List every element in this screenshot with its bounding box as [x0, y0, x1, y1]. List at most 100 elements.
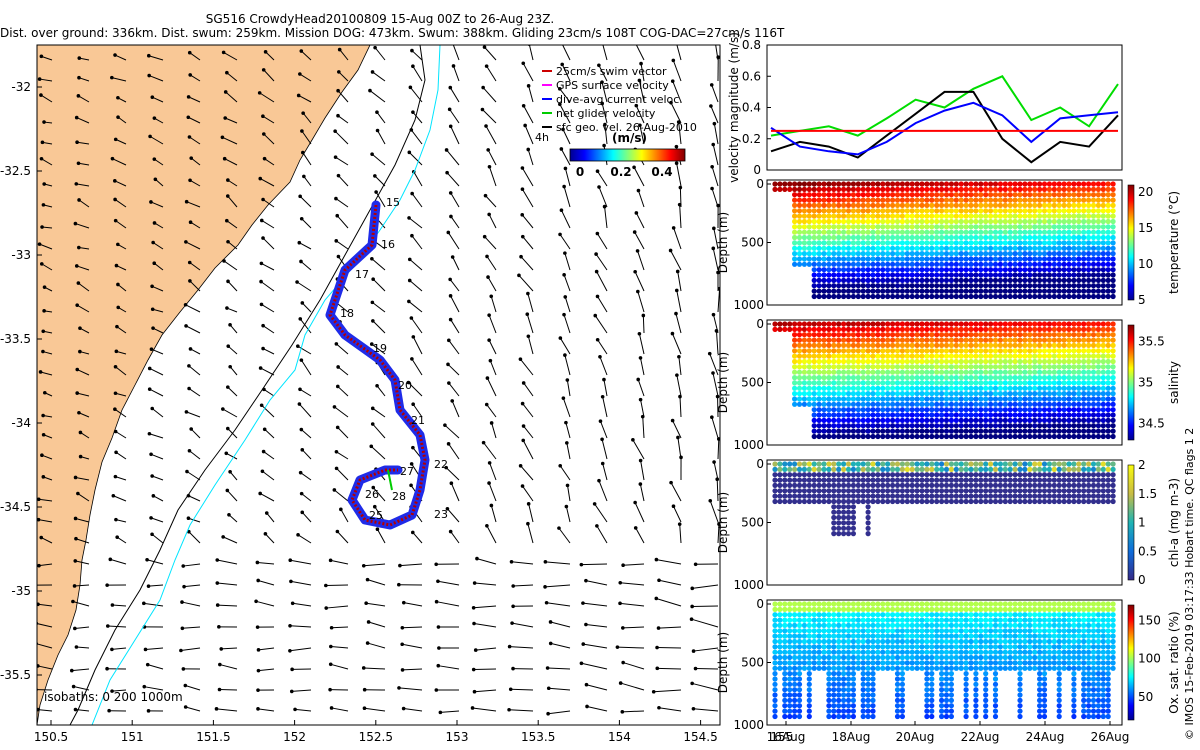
track-day-label: 22 [434, 458, 448, 471]
track-day-label: 21 [411, 414, 425, 427]
legend-extra: 4h [535, 131, 549, 144]
depth-tick-label: 0 [756, 597, 764, 611]
speed-colorbar: (m/s) 0 0.2 0.4 [569, 131, 686, 179]
track-day-label: 26 [365, 488, 379, 501]
map-y-tick-label: -33 [11, 248, 31, 262]
map-x-tick-label: 151.5 [196, 730, 230, 744]
colorbar-tick-label: 2 [1138, 458, 1146, 472]
profile-panel-chl: 0 500 1000 Depth (m) 0 0.5 1 1.5 2 chl-a (mg m-3) [716, 457, 1181, 592]
isobath-200m [69, 45, 426, 725]
velocity-y-tick-label: 0 [753, 163, 761, 177]
map-y-tick-label: -34 [11, 416, 31, 430]
depth-tick-label: 500 [741, 516, 764, 530]
map-x-tick-label: 150.5 [34, 730, 68, 744]
velocity-series-line [770, 101, 1119, 156]
legend-entry: 25cm/s swim vector [556, 65, 667, 78]
profile-dots [772, 181, 1116, 300]
velocity-y-tick-label: 0.6 [742, 69, 761, 83]
depth-tick-label: 500 [741, 656, 764, 670]
colorbar-tick-label: 34.5 [1138, 417, 1165, 431]
legend-entry: dive-avg current veloc. [556, 93, 683, 106]
track-day-label: 15 [386, 196, 400, 209]
map-y-tick-label: -35 [11, 584, 31, 598]
colorbar-tick-label: 150 [1138, 613, 1161, 627]
colorbar-label: salinity [1167, 361, 1181, 404]
velocity-y-tick-label: 0.2 [742, 132, 761, 146]
credit-text: © IMOS 15-Feb-2019 03:17:33 Hobart time.… [1183, 428, 1196, 740]
depth-tick-label: 1000 [733, 438, 764, 452]
legend-entry: sfc geo. vel. 26-Aug-2010 [556, 121, 697, 134]
profile-panel-temp: 0 500 1000 Depth (m) 5 10 15 20 temperature (°C) [716, 177, 1181, 312]
map-panel: 150.5 151 151.5 152 152.5 153 153.5 154 154.5 155… [0, 44, 793, 744]
colorbar-tick-label: 35.5 [1138, 334, 1165, 348]
colorbar-tick-label: 0.4 [651, 165, 672, 179]
map-x-tick-label: 154.5 [683, 730, 717, 744]
colorbar-tick-label: 1 [1138, 516, 1146, 530]
time-x-tick-label: 26Aug [1091, 730, 1130, 744]
colorbar-tick-label: 100 [1138, 652, 1161, 666]
glider-track-red [328, 204, 427, 527]
profile-dots [772, 461, 1116, 537]
map-y-tick-label: -34.5 [0, 500, 31, 514]
profile-dots [772, 601, 1116, 720]
depth-axis-label: Depth (m) [716, 492, 730, 553]
velocity-series-line [770, 90, 1119, 164]
map-y-tick-label: -35.5 [0, 668, 31, 682]
chart-title: SG516 CrowdyHead20100809 15-Aug 00Z to 2… [205, 12, 555, 26]
depth-tick-label: 0 [756, 177, 764, 191]
time-x-tick-label: 20Aug [896, 730, 935, 744]
depth-tick-label: 1000 [733, 298, 764, 312]
profile-dots [772, 321, 1116, 440]
velocity-y-label: velocity magnitude (m/s) [727, 32, 741, 183]
panel-colorbar [1127, 184, 1135, 301]
chart-subtitle: Dist. over ground: 336km. Dist. swum: 25… [0, 26, 785, 40]
map-x-tick-label: 153 [446, 730, 469, 744]
legend-entry: GPS surface velocity [556, 79, 669, 92]
map-y-tick-label: -33.5 [0, 332, 31, 346]
depth-tick-label: 500 [741, 236, 764, 250]
map-x-tick-label: 152.5 [359, 730, 393, 744]
map-x-tick-label: 153.5 [521, 730, 555, 744]
panel-colorbar [1127, 604, 1135, 721]
track-day-label: 18 [340, 307, 354, 320]
velocity-series-line [770, 75, 1119, 137]
depth-axis-label: Depth (m) [716, 212, 730, 273]
colorbar-tick-label: 0.5 [1138, 544, 1157, 558]
depth-tick-label: 0 [756, 457, 764, 471]
net-glider-velocity [387, 469, 393, 491]
track-day-label: 25 [369, 509, 383, 522]
isobaths-label: isobaths: 0 200 1000m [44, 690, 183, 704]
time-x-tick-label: 16Aug [767, 730, 806, 744]
track-day-label: 19 [373, 342, 387, 355]
surface-velocity-arrows [37, 45, 720, 716]
map-x-tick-label: 155 [770, 730, 793, 744]
track-day-label: 27 [400, 465, 414, 478]
colorbar-tick-label: 10 [1138, 257, 1153, 271]
colorbar-tick-label: 15 [1138, 221, 1153, 235]
map-x-tick-label: 154 [608, 730, 631, 744]
legend-entry: net glider velocity [556, 107, 656, 120]
time-x-tick-label: 22Aug [961, 730, 1000, 744]
colorbar-label: chl-a (mg m-3) [1167, 478, 1181, 567]
depth-tick-label: 1000 [733, 578, 764, 592]
track-day-label: 23 [434, 508, 448, 521]
colorbar-label: Ox. sat. ratio (%) [1167, 611, 1181, 713]
depth-tick-label: 0 [756, 317, 764, 331]
map-y-tick-label: -32 [11, 80, 31, 94]
map-y-tick-label: -32.5 [0, 164, 31, 178]
velocity-y-tick-label: 0.8 [742, 38, 761, 52]
colorbar-unit: (m/s) [612, 131, 647, 145]
track-day-label: 20 [398, 379, 412, 392]
depth-tick-label: 500 [741, 376, 764, 390]
depth-axis-label: Depth (m) [716, 352, 730, 413]
isobath-1000m [91, 45, 441, 725]
colorbar-tick-label: 50 [1138, 690, 1153, 704]
colorbar-tick-label: 5 [1138, 293, 1146, 307]
colorbar-tick-label: 0.2 [610, 165, 631, 179]
colorbar-tick-label: 0 [576, 165, 584, 179]
profile-panel-oxy: 0 500 1000 Depth (m) 50 100 150 Ox. sat. ratio … [716, 597, 1181, 732]
colorbar-tick-label: 35 [1138, 376, 1153, 390]
colorbar-tick-label: 20 [1138, 185, 1153, 199]
